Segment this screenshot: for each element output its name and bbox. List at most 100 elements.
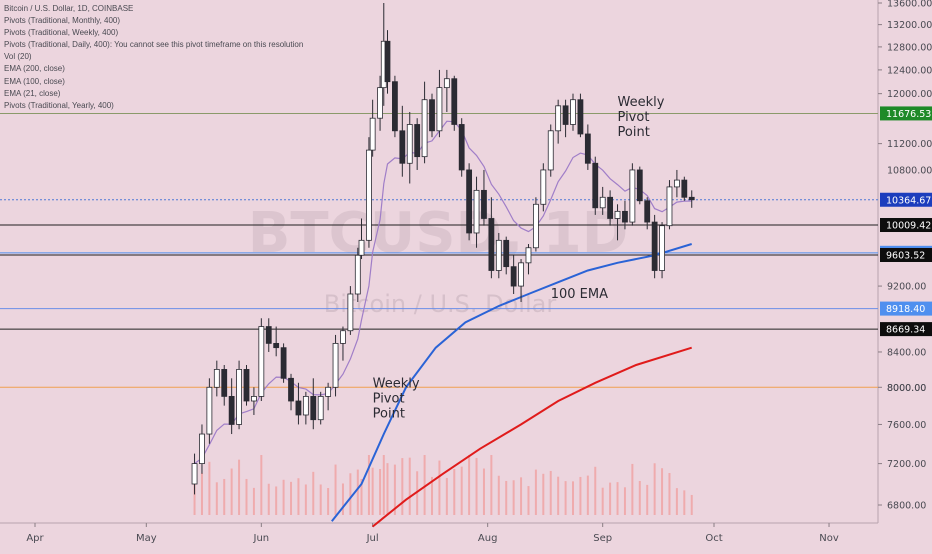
candle bbox=[555, 99, 562, 144]
candle-body bbox=[221, 369, 228, 397]
ema-200-line bbox=[371, 346, 692, 528]
legend-symbol[interactable]: Bitcoin / U.S. Dollar, 1D, COINBASE bbox=[4, 4, 134, 13]
price-badge bbox=[880, 247, 932, 262]
y-tick-label: 7200.00 bbox=[887, 459, 926, 470]
candle bbox=[340, 326, 346, 361]
candle-body bbox=[651, 221, 658, 271]
candle bbox=[295, 382, 302, 425]
annotation-text: Pivot bbox=[373, 391, 405, 406]
candle bbox=[347, 286, 354, 335]
price-badge-label: 9603.52 bbox=[886, 250, 925, 261]
price-badge bbox=[880, 301, 932, 316]
volume-bar bbox=[371, 467, 374, 515]
candle bbox=[406, 111, 413, 184]
price-badge-label: 11676.53 bbox=[886, 109, 931, 120]
volume-bar bbox=[549, 470, 552, 515]
candle bbox=[332, 334, 339, 397]
candle bbox=[458, 118, 465, 177]
volume-bar bbox=[438, 460, 441, 515]
candle bbox=[451, 75, 458, 131]
candle bbox=[436, 69, 443, 138]
candle-body bbox=[213, 369, 220, 388]
candle bbox=[251, 387, 257, 415]
price-badge-label: 8918.40 bbox=[886, 304, 925, 315]
y-tick-label: 7600.00 bbox=[887, 420, 926, 431]
volume-bar bbox=[379, 469, 382, 515]
legend-vol[interactable]: Vol (20) bbox=[4, 52, 32, 62]
legend-ema-200[interactable]: EMA (200, close) bbox=[4, 64, 65, 74]
volume-bar bbox=[200, 472, 203, 515]
legend-pivots-yearly[interactable]: Pivots (Traditional, Yearly, 400) bbox=[4, 100, 114, 110]
candle-body bbox=[265, 326, 272, 344]
candle-body bbox=[540, 169, 547, 205]
candle-body bbox=[481, 189, 487, 219]
volume-bar bbox=[586, 475, 589, 515]
candle-body bbox=[495, 239, 502, 271]
candle-body bbox=[358, 239, 365, 256]
volume-bar bbox=[275, 486, 278, 515]
candle bbox=[607, 190, 614, 226]
legend-pivots-monthly[interactable]: Pivots (Traditional, Monthly, 400) bbox=[4, 16, 121, 26]
y-tick-label: 9200.00 bbox=[887, 282, 926, 293]
candle bbox=[599, 186, 606, 215]
y-tick-label: 13600.00 bbox=[887, 0, 932, 10]
volume-bar bbox=[416, 471, 419, 515]
candle-body bbox=[273, 342, 280, 349]
legend-pivots-weekly[interactable]: Pivots (Traditional, Weekly, 400) bbox=[4, 28, 119, 38]
volume-bar bbox=[193, 478, 196, 515]
volume-bar bbox=[223, 478, 226, 515]
volume-bar bbox=[512, 480, 515, 515]
volume-bar bbox=[341, 483, 344, 515]
candle bbox=[584, 124, 591, 170]
ema-21-line bbox=[194, 120, 692, 465]
volume-bar bbox=[623, 487, 626, 515]
price-markers: 11676.5310800.0010364.6710009.429632.429… bbox=[0, 106, 932, 394]
watermark-symbol: BTCUSD, 1D bbox=[248, 201, 629, 266]
candle bbox=[369, 99, 376, 157]
x-tick-label: May bbox=[136, 533, 157, 544]
candle-body bbox=[369, 117, 376, 151]
volume-bar bbox=[282, 479, 285, 515]
volume-bar bbox=[690, 494, 693, 515]
candle bbox=[443, 69, 450, 112]
candle bbox=[243, 365, 250, 406]
candle-body bbox=[406, 124, 413, 164]
volume-bar bbox=[594, 466, 597, 515]
price-badge bbox=[880, 322, 932, 337]
candle-body bbox=[354, 254, 361, 295]
volume-bar bbox=[393, 464, 396, 515]
candle bbox=[577, 93, 584, 138]
candle-body bbox=[659, 225, 665, 271]
legend-pivots-daily[interactable]: Pivots (Traditional, Daily, 400): You ca… bbox=[4, 40, 304, 50]
candle bbox=[533, 197, 539, 252]
candle bbox=[681, 176, 688, 201]
volume-bar bbox=[482, 468, 485, 515]
annotation-text: Point bbox=[373, 406, 405, 421]
volume-bar bbox=[601, 487, 604, 515]
candle-body bbox=[570, 99, 576, 125]
volume-bar bbox=[683, 490, 686, 515]
candle bbox=[221, 365, 228, 406]
candle-body bbox=[607, 196, 614, 219]
candle-body bbox=[666, 186, 673, 227]
candle bbox=[673, 169, 680, 198]
candle-body bbox=[555, 105, 562, 132]
volume-bar bbox=[631, 463, 634, 515]
candle bbox=[644, 197, 651, 230]
candle bbox=[399, 105, 406, 177]
candle bbox=[622, 200, 628, 230]
volume-bar bbox=[579, 476, 582, 515]
candle bbox=[421, 81, 428, 164]
y-axis: 6800.00 7200.00 7600.00 8000.00 8400.00 9200.… bbox=[877, 0, 932, 523]
legend-ema-21[interactable]: EMA (21, close) bbox=[4, 88, 61, 98]
candle bbox=[325, 382, 332, 411]
legend-ema-100[interactable]: EMA (100, close) bbox=[4, 76, 65, 86]
candle-body bbox=[236, 369, 242, 425]
y-tick-label: 12400.00 bbox=[887, 65, 932, 76]
volume-bar bbox=[356, 469, 359, 515]
candle-body bbox=[332, 342, 339, 388]
volume-bar bbox=[453, 469, 456, 515]
candle-body bbox=[392, 81, 398, 132]
